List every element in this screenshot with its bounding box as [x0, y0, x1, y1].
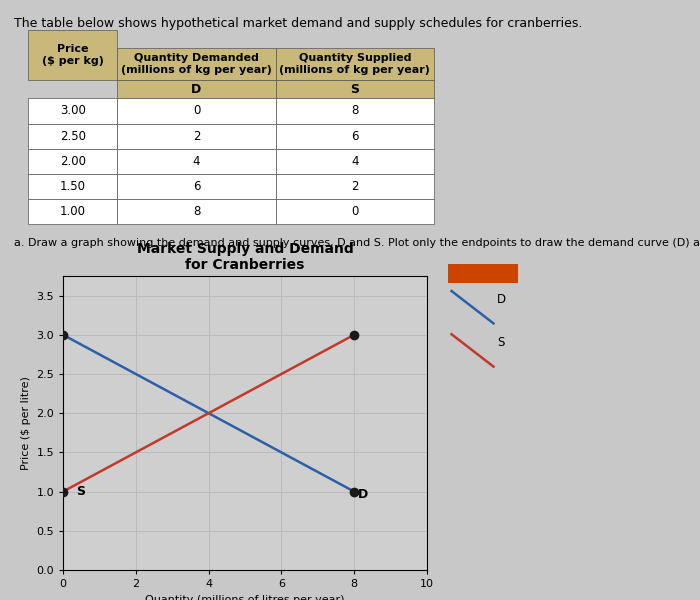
Text: S: S — [497, 337, 505, 349]
Text: 6: 6 — [193, 180, 200, 193]
Text: 1.00: 1.00 — [60, 205, 85, 218]
FancyBboxPatch shape — [118, 199, 276, 224]
Y-axis label: Price ($ per litre): Price ($ per litre) — [21, 376, 31, 470]
Text: 2.00: 2.00 — [60, 155, 85, 168]
FancyBboxPatch shape — [118, 48, 276, 80]
Title: Market Supply and Demand
for Cranberries: Market Supply and Demand for Cranberries — [136, 242, 354, 272]
Text: 2: 2 — [351, 180, 358, 193]
Text: 2: 2 — [193, 130, 200, 143]
X-axis label: Quantity (millions of litres per year): Quantity (millions of litres per year) — [146, 595, 344, 600]
Text: S: S — [76, 485, 85, 498]
FancyBboxPatch shape — [118, 124, 276, 149]
Text: a. Draw a graph showing the demand and supply curves, D and S. Plot only the end: a. Draw a graph showing the demand and s… — [14, 238, 700, 248]
FancyBboxPatch shape — [28, 149, 118, 174]
FancyBboxPatch shape — [118, 149, 276, 174]
Text: 6: 6 — [351, 130, 358, 143]
Text: Price
($ per kg): Price ($ per kg) — [42, 44, 104, 66]
Text: 1.50: 1.50 — [60, 180, 85, 193]
Text: S: S — [350, 83, 359, 96]
Text: 4: 4 — [351, 155, 358, 168]
Text: 3.00: 3.00 — [60, 104, 85, 118]
FancyBboxPatch shape — [28, 30, 118, 80]
FancyBboxPatch shape — [276, 98, 434, 124]
FancyBboxPatch shape — [276, 174, 434, 199]
Text: The table below shows hypothetical market demand and supply schedules for cranbe: The table below shows hypothetical marke… — [14, 17, 582, 31]
Text: D: D — [497, 293, 506, 306]
FancyBboxPatch shape — [28, 174, 118, 199]
Text: 8: 8 — [351, 104, 358, 118]
FancyBboxPatch shape — [276, 80, 434, 98]
Text: Quantity Supplied
(millions of kg per year): Quantity Supplied (millions of kg per ye… — [279, 53, 430, 75]
Text: 4: 4 — [193, 155, 200, 168]
Text: 8: 8 — [193, 205, 200, 218]
FancyBboxPatch shape — [28, 199, 118, 224]
Text: 0: 0 — [351, 205, 358, 218]
FancyBboxPatch shape — [276, 48, 434, 80]
FancyBboxPatch shape — [28, 98, 118, 124]
Bar — [448, 264, 518, 283]
FancyBboxPatch shape — [276, 149, 434, 174]
Text: D: D — [191, 83, 202, 96]
Text: Quantity Demanded
(millions of kg per year): Quantity Demanded (millions of kg per ye… — [121, 53, 272, 75]
FancyBboxPatch shape — [28, 124, 118, 149]
FancyBboxPatch shape — [276, 124, 434, 149]
Text: 2.50: 2.50 — [60, 130, 85, 143]
FancyBboxPatch shape — [276, 199, 434, 224]
FancyBboxPatch shape — [118, 174, 276, 199]
FancyBboxPatch shape — [118, 80, 276, 98]
FancyBboxPatch shape — [118, 98, 276, 124]
Text: 0: 0 — [193, 104, 200, 118]
Text: D: D — [358, 488, 368, 501]
